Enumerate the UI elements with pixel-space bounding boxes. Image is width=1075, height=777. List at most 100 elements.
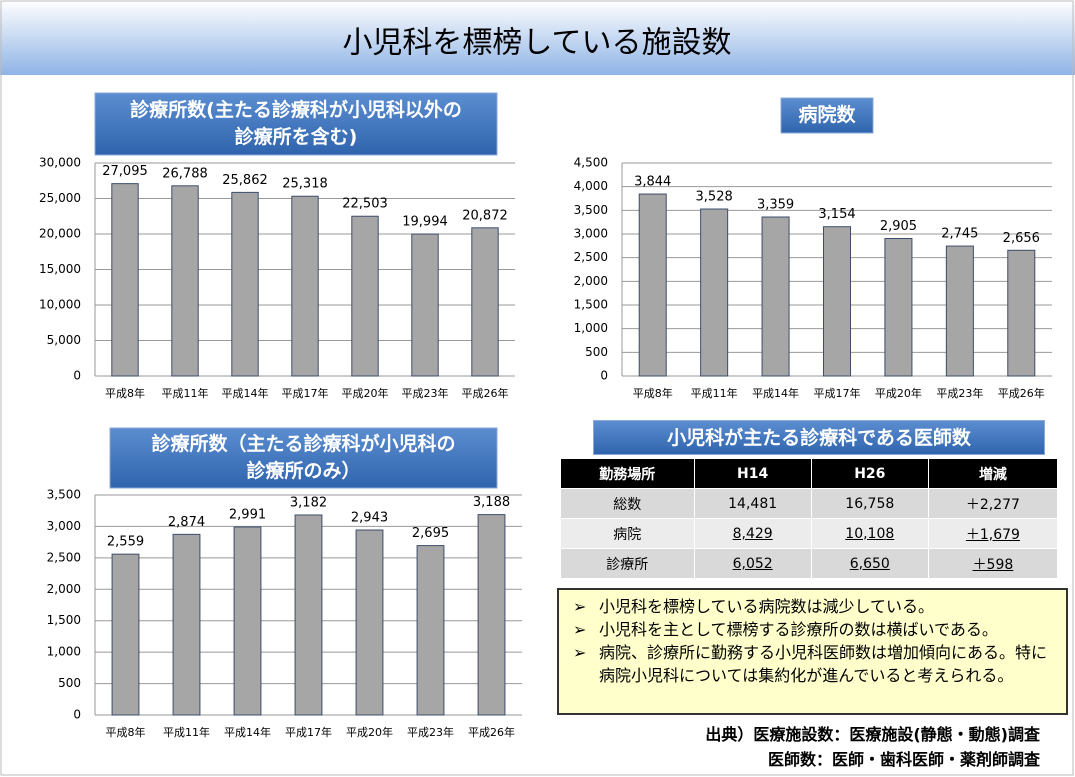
y-tick-label: 5,000 (47, 333, 81, 347)
x-tick-label: 平成14年 (224, 725, 271, 739)
source-line: 出典）医療施設数：医療施設(静態・動態)調査 (705, 725, 1040, 744)
bar (171, 185, 199, 377)
slide-title: 小児科を標榜している施設数 (342, 26, 731, 61)
y-tick-label: 0 (600, 369, 608, 383)
y-tick-label: 3,500 (574, 203, 608, 217)
table: 勤務場所 H14 H26 増減 総数 14,481 16,758 ＋2,277 病院 8,429 1… (560, 458, 1059, 579)
x-tick-label: 平成11年 (162, 386, 209, 400)
y-tick-label: 0 (73, 369, 81, 383)
bar (291, 195, 319, 377)
data-label: 2,656 (1003, 231, 1040, 246)
bar (477, 514, 506, 716)
data-label: 3,154 (818, 207, 855, 222)
data-label: 19,994 (402, 215, 448, 230)
y-tick-label: 1,500 (574, 298, 608, 312)
title-band (0, 0, 1075, 75)
x-tick-label: 平成20年 (346, 725, 393, 739)
data-label: 2,874 (168, 515, 205, 530)
table-cell: ＋598 (927, 548, 1059, 579)
chart-title-box (780, 97, 874, 134)
table-cell: ＋2,277 (927, 488, 1059, 519)
x-tick-label: 平成14年 (752, 386, 799, 400)
bar (411, 233, 439, 377)
x-tick-label: 平成8年 (105, 386, 145, 400)
data-label: 3,182 (290, 495, 327, 510)
table-header: 増減 (927, 458, 1059, 489)
data-label: 22,503 (342, 197, 388, 212)
note: 小児科を標榜している病院数は減少している。 (569, 595, 1056, 618)
table-cell: 6,052 (693, 548, 812, 579)
bar (945, 245, 974, 377)
table-cell: 診療所 (560, 548, 695, 579)
table-title: 小児科が主たる診療科である医師数 (593, 420, 1045, 455)
data-label: 25,318 (282, 177, 328, 192)
note: 病院、診療所に勤務する小児科医師数は増加傾向にある。特に病院小児科については集約… (569, 641, 1056, 687)
bar (416, 545, 445, 716)
y-tick-label: 3,500 (47, 488, 81, 502)
bar (351, 215, 379, 377)
x-tick-label: 平成17年 (814, 386, 861, 400)
chart-title: 病院数 (798, 103, 856, 126)
bar (355, 529, 384, 716)
bar (294, 514, 323, 716)
table-cell: 総数 (560, 488, 695, 519)
bar (231, 191, 259, 377)
data-label: 20,872 (462, 208, 508, 223)
data-label: 25,862 (222, 173, 268, 188)
note: 小児科を主として標榜する診療所の数は横ばいである。 (569, 618, 1056, 641)
bar (761, 216, 790, 377)
table-cell: ＋1,679 (927, 518, 1059, 549)
data-label: 3,844 (634, 175, 671, 190)
x-tick-label: 平成26年 (998, 386, 1045, 400)
chart-title-box (94, 92, 498, 156)
notes: 小児科を標榜している病院数は減少している。小児科を主として標榜する診療所の数は横… (557, 588, 1068, 715)
source: 出典）医療施設数：医療施設(静態・動態)調査医師数：医師・歯科医師・薬剤師調査 (640, 722, 1040, 772)
x-tick-label: 平成20年 (875, 386, 922, 400)
x-tick-label: 平成8年 (633, 386, 673, 400)
table-row: 総数 14,481 16,758 ＋2,277 (560, 488, 1059, 519)
data-label: 3,528 (696, 190, 733, 205)
y-tick-label: 1,000 (47, 645, 81, 659)
data-label: 27,095 (102, 164, 148, 179)
x-tick-label: 平成8年 (106, 725, 146, 739)
chart-title: 診療所数(主たる診療科が小児科以外の (130, 98, 462, 121)
chart-title-box (109, 427, 498, 489)
bar (111, 553, 140, 716)
table-cell: 病院 (560, 518, 695, 549)
source-line: 医師数：医師・歯科医師・薬剤師調査 (767, 750, 1040, 769)
x-tick-label: 平成23年 (936, 386, 983, 400)
bar (822, 226, 852, 377)
x-tick-label: 平成23年 (402, 386, 449, 400)
table-row: 診療所 6,052 6,650 ＋598 (560, 548, 1059, 579)
data-label: 2,745 (941, 227, 978, 242)
bar (471, 227, 499, 377)
y-tick-label: 500 (585, 345, 608, 359)
table-cell: 16,758 (810, 488, 929, 519)
x-tick-label: 平成11年 (691, 386, 738, 400)
data-label: 3,359 (757, 198, 794, 213)
y-tick-label: 3,000 (574, 227, 608, 241)
y-tick-label: 15,000 (39, 262, 81, 276)
table-cell: 10,108 (810, 518, 929, 549)
chart-title: 診療所数（主たる診療科が小児科の (151, 432, 455, 455)
y-tick-label: 3,000 (47, 519, 81, 533)
bar (638, 193, 667, 377)
y-tick-label: 1,000 (574, 321, 608, 335)
x-tick-label: 平成11年 (163, 725, 210, 739)
y-tick-label: 2,000 (574, 274, 608, 288)
data-label: 2,991 (229, 507, 266, 522)
x-tick-label: 平成17年 (285, 725, 332, 739)
bar (700, 208, 729, 377)
x-tick-label: 平成23年 (407, 725, 454, 739)
data-label: 3,188 (473, 495, 510, 510)
y-tick-label: 2,500 (47, 550, 81, 564)
x-tick-label: 平成20年 (342, 386, 389, 400)
data-label: 26,788 (162, 166, 208, 181)
x-tick-label: 平成26年 (468, 725, 515, 739)
table-header: 勤務場所 (560, 458, 695, 489)
chart-title: 診療所を含む) (235, 125, 358, 148)
y-tick-label: 10,000 (39, 298, 81, 312)
